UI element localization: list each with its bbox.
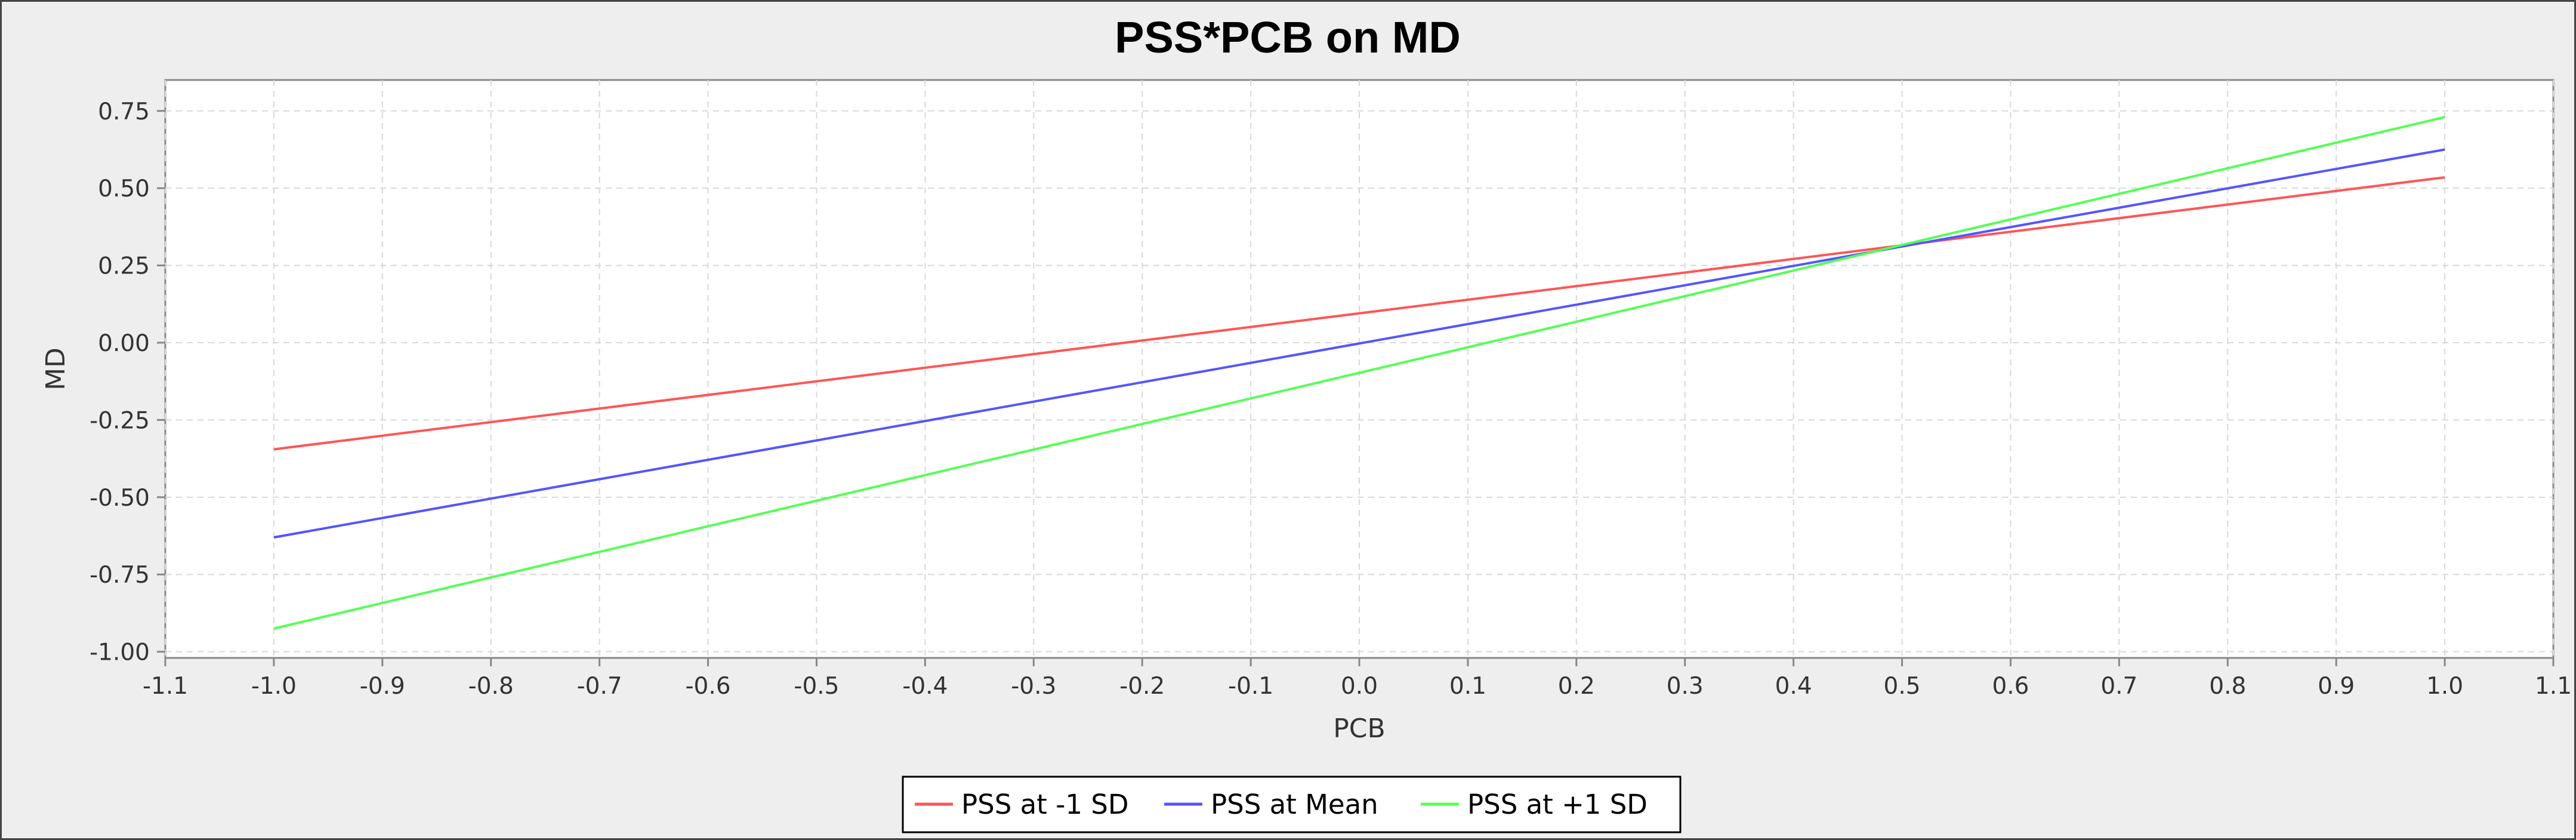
x-tick-label: 0.6: [1992, 673, 2029, 700]
x-tick-label: 0.2: [1558, 673, 1595, 700]
x-tick-label: 1.1: [2535, 673, 2572, 700]
x-tick-label: -0.6: [685, 673, 730, 700]
x-tick-label: -0.9: [360, 673, 405, 700]
x-tick-label: -0.5: [794, 673, 839, 700]
x-tick-label: 0.8: [2209, 673, 2246, 700]
x-tick-label: -0.3: [1011, 673, 1056, 700]
y-tick-label: 0.00: [98, 330, 150, 357]
y-tick-label: -0.75: [90, 562, 150, 589]
legend-label: PSS at Mean: [1211, 789, 1378, 820]
x-axis-label: PCB: [1333, 713, 1385, 744]
chart-title: PSS*PCB on MD: [1115, 13, 1461, 62]
x-tick-label: -0.8: [468, 673, 514, 700]
legend-box: [902, 776, 1682, 833]
series-line: [273, 148, 2445, 539]
legend-label: PSS at +1 SD: [1467, 789, 1648, 820]
series-line: [273, 176, 2445, 451]
series-lines: [273, 116, 2445, 630]
x-tick-label: -0.7: [577, 673, 622, 700]
y-tick-label: 0.75: [98, 99, 150, 125]
legend: PSS at -1 SD PSS at Mean PSS at +1 SD: [902, 776, 1682, 833]
x-tick-label: -0.4: [902, 673, 948, 700]
x-tick-label: -0.1: [1228, 673, 1273, 700]
x-tick-label: 0.4: [1775, 673, 1812, 700]
y-tick-label: -0.25: [90, 407, 150, 434]
y-tick-label: 0.50: [98, 176, 150, 202]
plot-area: [164, 79, 2555, 659]
x-tick-label: 1.0: [2426, 673, 2463, 700]
y-tick-label: -1.00: [90, 639, 150, 666]
y-tick-label: 0.25: [98, 253, 150, 280]
series-line: [273, 116, 2445, 630]
x-tick-label: 0.5: [1884, 673, 1921, 700]
y-axis-label: MD: [41, 347, 71, 390]
x-tick-label: -0.2: [1119, 673, 1165, 700]
axes: -1.1 -1.0 -0.9 -0.8 -0.7 -0.6 -0.5 -0.4 -0.3 -0.2…: [90, 99, 2572, 700]
x-tick-label: 0.3: [1667, 673, 1704, 700]
x-tick-label: 0.1: [1449, 673, 1486, 700]
x-tick-label: 0.9: [2318, 673, 2355, 700]
legend-label: PSS at -1 SD: [961, 789, 1128, 820]
y-tick-label: -0.50: [90, 485, 150, 512]
x-tick-label: -1.1: [143, 673, 188, 700]
x-tick-label: -1.0: [251, 673, 297, 700]
x-tick-label: 0.0: [1341, 673, 1378, 700]
x-tick-label: 0.7: [2100, 673, 2137, 700]
